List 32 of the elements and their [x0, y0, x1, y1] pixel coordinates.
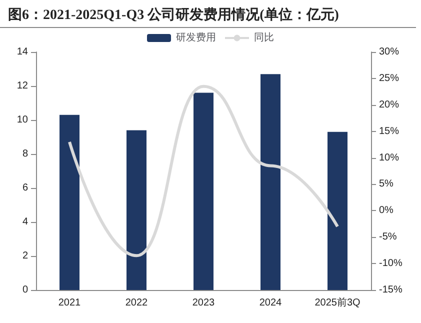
bar [328, 132, 348, 290]
y-tick-label: 10 [16, 114, 28, 126]
y2-tick-label: 20% [379, 99, 400, 110]
legend-label: 同比 [254, 32, 274, 44]
bar [126, 130, 146, 290]
legend-label: 研发费用 [176, 32, 216, 44]
x-tick-label: 2025前3Q [314, 296, 361, 308]
x-tick-label: 2024 [259, 298, 282, 308]
x-tick-label: 2022 [125, 298, 148, 308]
y-tick-label: 8 [22, 148, 28, 160]
y-tick-label: 0 [22, 284, 28, 296]
y-tick-label: 6 [22, 182, 28, 194]
y2-tick-label: -5% [379, 232, 397, 243]
y2-tick-label: 15% [379, 126, 400, 137]
y-tick-label: 12 [16, 80, 28, 92]
y2-tick-label: 0% [379, 205, 394, 216]
y2-tick-label: 30% [379, 46, 400, 58]
y-tick-label: 4 [22, 216, 28, 228]
bar [260, 74, 280, 290]
y2-tick-label: 25% [379, 72, 400, 84]
chart-title: 图6：2021-2025Q1-Q3 公司研发费用情况(单位：亿元) [0, 0, 416, 28]
y2-tick-label: -15% [379, 284, 402, 296]
y2-tick-label: 5% [379, 178, 394, 190]
bar [60, 114, 80, 290]
bar [194, 92, 214, 290]
y2-tick-label: 10% [379, 152, 400, 164]
y2-tick-label: -10% [379, 258, 402, 270]
x-tick-label: 2021 [58, 298, 82, 308]
y-tick-label: 14 [16, 46, 28, 58]
y-tick-label: 2 [22, 250, 28, 262]
x-tick-label: 2023 [192, 298, 216, 308]
line-series [68, 84, 339, 258]
